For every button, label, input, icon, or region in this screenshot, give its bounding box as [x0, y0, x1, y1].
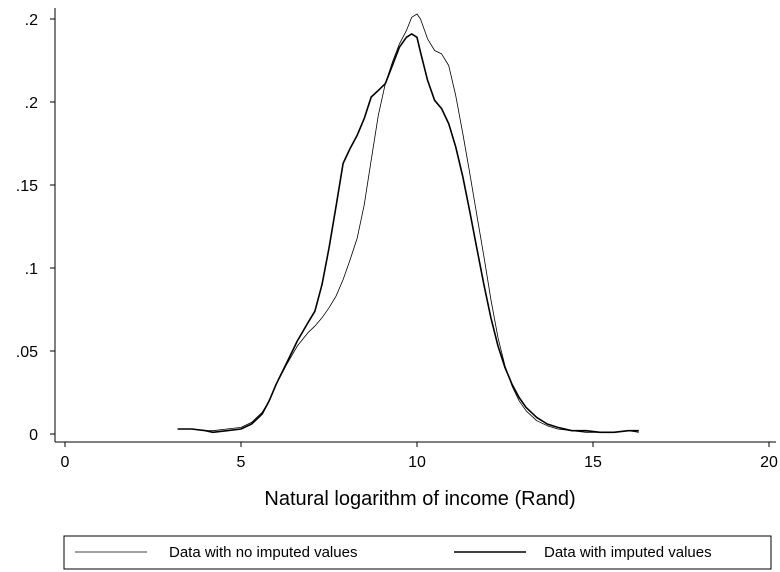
y-ticks: 0 .05 .1 .15 .2 .2 [16, 12, 55, 444]
x-axis-label: Natural logarithm of income (Rand) [264, 488, 575, 510]
x-tick-label: 0 [61, 454, 70, 471]
series-line-imputed [177, 33, 639, 434]
series-line-no-imputed [177, 13, 639, 433]
y-tick-label: .2 [25, 12, 38, 29]
x-tick-label: 5 [237, 454, 246, 471]
plot-lines [177, 13, 639, 434]
y-tick-label: .2 [25, 95, 38, 112]
x-ticks: 0 5 10 15 20 [61, 442, 778, 471]
legend-label-no-imputed: Data with no imputed values [169, 544, 357, 561]
x-tick-label: 15 [584, 454, 602, 471]
legend-label-imputed: Data with imputed values [544, 544, 712, 561]
legend: Data with no imputed values Data with im… [63, 535, 772, 570]
x-tick-label: 10 [408, 454, 426, 471]
y-tick-label: .1 [25, 261, 38, 278]
y-tick-label: .05 [16, 344, 38, 361]
y-tick-label: .15 [16, 178, 38, 195]
x-tick-label: 20 [760, 454, 778, 471]
legend-box [63, 535, 772, 570]
y-tick-label: 0 [29, 427, 38, 444]
axes: 0 .05 .1 .15 .2 .2 0 5 10 15 20 [16, 8, 778, 471]
